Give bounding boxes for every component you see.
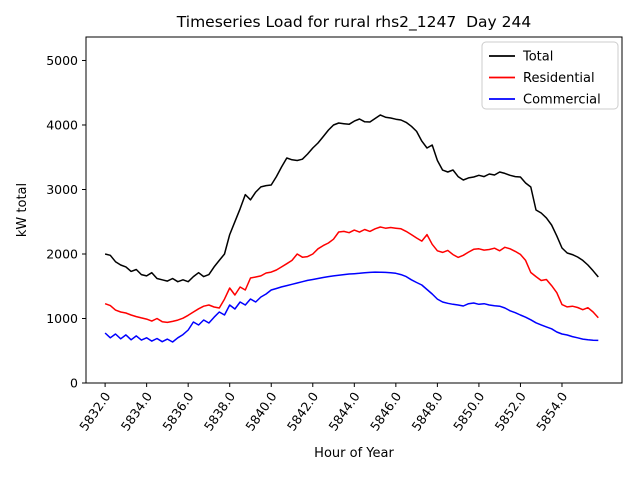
legend: Total Residential Commercial bbox=[481, 41, 619, 110]
y-tick-label: 0 bbox=[70, 376, 78, 391]
x-axis-label: Hour of Year bbox=[314, 446, 394, 461]
legend-label-total: Total bbox=[522, 50, 553, 65]
legend-label-residential: Residential bbox=[523, 71, 595, 86]
y-tick-label: 2000 bbox=[46, 246, 78, 261]
chart-title: Timeseries Load for rural rhs2_1247 Day … bbox=[176, 13, 531, 32]
legend-label-commercial: Commercial bbox=[523, 93, 601, 108]
series-line-residential bbox=[104, 226, 599, 324]
series-lines bbox=[104, 114, 599, 343]
y-tick-label: 4000 bbox=[46, 117, 78, 132]
y-tick-label: 5000 bbox=[46, 53, 78, 68]
y-axis-ticks: 0 1000 2000 3000 4000 5000 bbox=[46, 53, 86, 391]
y-tick-label: 1000 bbox=[46, 311, 78, 326]
legend-box bbox=[481, 41, 619, 110]
y-axis-label: kW total bbox=[15, 183, 30, 237]
series-line-total bbox=[104, 114, 599, 283]
series-line-commercial bbox=[104, 271, 599, 343]
y-tick-label: 3000 bbox=[46, 182, 78, 197]
